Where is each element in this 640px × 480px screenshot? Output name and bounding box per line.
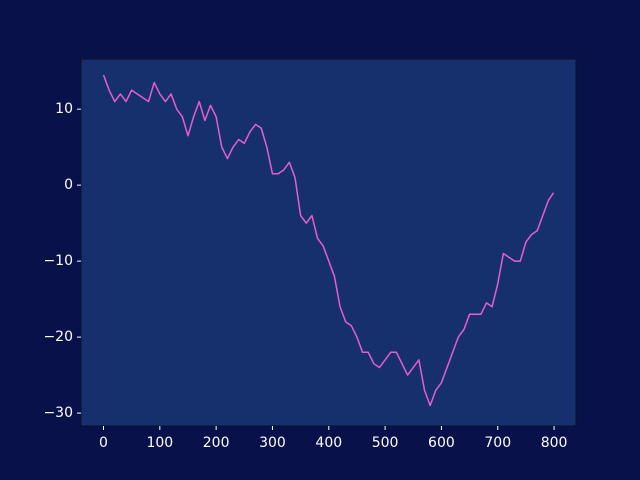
y-tick-label: 10 (55, 101, 73, 117)
y-tick-label: −10 (43, 253, 73, 269)
x-tick-label: 500 (372, 435, 399, 451)
x-tick-label: 300 (259, 435, 286, 451)
x-tick-label: 600 (428, 435, 455, 451)
plot-area (80, 58, 577, 427)
x-tick-label: 400 (315, 435, 342, 451)
x-tick-label: 200 (203, 435, 230, 451)
x-tick-label: 0 (99, 435, 108, 451)
y-tick-label: −30 (43, 405, 73, 421)
y-tick-label: −20 (43, 329, 73, 345)
y-tick-label: 0 (64, 177, 73, 193)
x-tick-label: 100 (146, 435, 173, 451)
x-tick-label: 800 (541, 435, 568, 451)
data-line (102, 74, 555, 407)
x-tick-label: 700 (484, 435, 511, 451)
